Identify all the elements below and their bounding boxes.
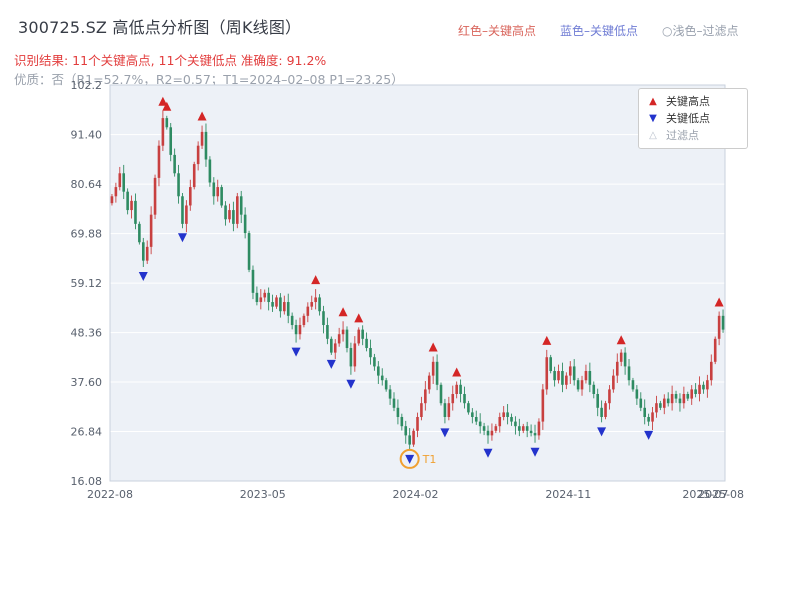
plot-border bbox=[109, 84, 726, 482]
inline-legend-filtered-label: ○浅色–过滤点 bbox=[662, 24, 739, 38]
key-high-marker bbox=[197, 111, 207, 121]
key-high-marker bbox=[338, 307, 348, 317]
key-high-marker bbox=[162, 101, 172, 111]
key-low-marker bbox=[597, 427, 607, 437]
up-triangle-icon: ▲ bbox=[649, 95, 657, 107]
y-tick-label: 69.88 bbox=[71, 228, 103, 241]
chart-legend: ▲ 关键高点 ▼ 关键低点 △ 过滤点 bbox=[638, 88, 748, 149]
t1-circle bbox=[399, 448, 420, 469]
key-low-marker bbox=[346, 379, 356, 389]
candles bbox=[110, 110, 725, 450]
key-low-marker bbox=[326, 359, 336, 369]
x-tick-label: 2024-11 bbox=[545, 488, 591, 501]
key-high-marker bbox=[311, 275, 321, 285]
legend-label-filtered: 过滤点 bbox=[666, 129, 699, 142]
key-high-marker bbox=[354, 313, 364, 323]
key-low-marker bbox=[530, 447, 540, 457]
inline-legend: 红色–关键高点 蓝色–关键低点 ○浅色–过滤点 bbox=[458, 22, 739, 39]
legend-item-filtered: △ 过滤点 bbox=[647, 130, 739, 141]
key-low-marker bbox=[177, 233, 187, 243]
y-tick-label: 16.08 bbox=[71, 475, 103, 488]
t1-label: T1 bbox=[422, 453, 437, 466]
legend-item-key-low: ▼ 关键低点 bbox=[647, 113, 739, 124]
key-high-marker bbox=[452, 367, 462, 377]
x-tick-label: 2022-08 bbox=[87, 488, 133, 501]
key-high-marker bbox=[616, 335, 626, 345]
key-high-marker bbox=[428, 342, 438, 352]
x-tick-label: 2023-05 bbox=[240, 488, 286, 501]
key-high-marker bbox=[158, 96, 168, 106]
outline-triangle-icon: △ bbox=[649, 129, 657, 141]
x-tick-label: 2025-08 bbox=[698, 488, 744, 501]
key-low-marker bbox=[440, 428, 450, 438]
inline-legend-high-label: 红色–关键高点 bbox=[458, 24, 537, 38]
result-line: 识别结果: 11个关键高点, 11个关键低点 准确度: 91.2% bbox=[14, 53, 327, 68]
key-low-marker bbox=[644, 430, 654, 440]
key-high-marker bbox=[542, 335, 552, 345]
legend-label-key-high: 关键高点 bbox=[666, 95, 710, 108]
legend-item-key-high: ▲ 关键高点 bbox=[647, 96, 739, 107]
x-tick-label: 2024-02 bbox=[393, 488, 439, 501]
y-tick-label: 91.40 bbox=[71, 129, 103, 142]
y-tick-label: 26.84 bbox=[71, 426, 103, 439]
y-tick-label: 48.36 bbox=[71, 327, 103, 340]
y-tick-label: 59.12 bbox=[71, 277, 103, 290]
inline-legend-low-label: 蓝色–关键低点 bbox=[560, 24, 639, 38]
quality-line: 优质：否（R1=52.7%，R2=0.57；T1=2024–02–08 P1=2… bbox=[14, 72, 404, 87]
y-tick-label: 80.64 bbox=[71, 178, 103, 191]
down-triangle-icon: ▼ bbox=[649, 112, 657, 124]
legend-label-key-low: 关键低点 bbox=[666, 112, 710, 125]
key-low-marker bbox=[291, 347, 301, 357]
key-low-marker bbox=[405, 454, 415, 464]
key-low-marker bbox=[138, 271, 148, 281]
candlestick-chart: 16.08 26.84 37.60 48.36 59.12 69.88 80.64 91.40… bbox=[71, 79, 745, 501]
key-high-marker bbox=[714, 297, 724, 307]
page-title: 300725.SZ 高低点分析图（周K线图） bbox=[18, 18, 302, 37]
y-tick-label: 102.2 bbox=[71, 79, 103, 92]
x-tick-label: 2025-07 bbox=[682, 488, 728, 501]
key-low-marker bbox=[483, 448, 493, 458]
y-tick-label: 37.60 bbox=[71, 376, 103, 389]
